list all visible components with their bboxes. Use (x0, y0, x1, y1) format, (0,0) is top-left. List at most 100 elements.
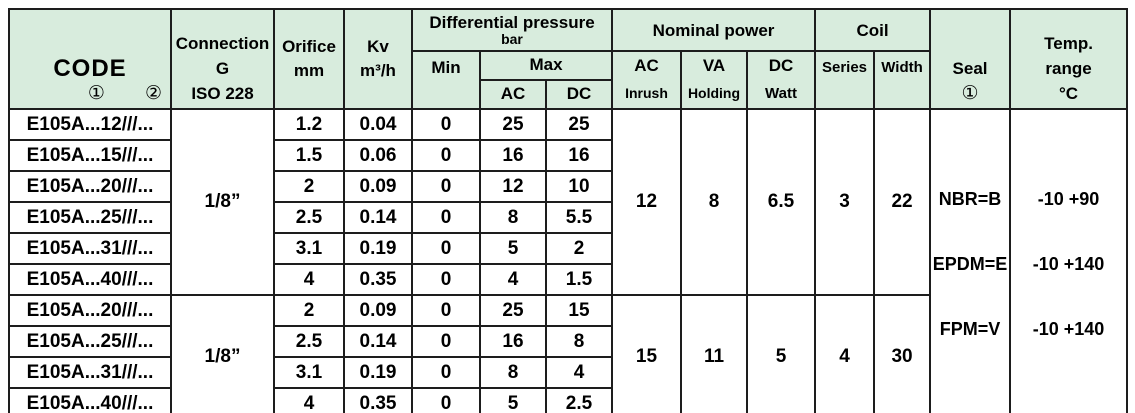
valve-spec-table: CODE ① ② Connection G ISO 228 Orifice mm (8, 8, 1129, 413)
cell-max-ac: 12 (479, 170, 547, 203)
header-row-1: CODE ① ② Connection G ISO 228 Orifice mm (8, 8, 1129, 110)
cell-max-ac: 4 (479, 263, 547, 296)
table-row: E105A...12///... 1/8” 1.2 0.04 0 25 25 1… (8, 108, 1129, 413)
cell-max-ac: 16 (479, 325, 547, 358)
cell-orifice: 3.1 (273, 232, 345, 265)
table-row: E105A...25///... 2.5 0.14 0 16 8 (8, 325, 1127, 358)
cell-dc-watt-group1: 6.5 (745, 108, 817, 296)
nominal-power-title: Nominal power (652, 20, 775, 40)
cell-code: E105A...31///... (8, 232, 172, 265)
cell-code: E105A...20///... (8, 294, 172, 327)
table-row: E105A...20///... 1/8” 2 0.09 0 25 15 15 … (8, 294, 1127, 413)
cell-max-ac: 25 (479, 294, 547, 327)
seal-value: EPDM=E (932, 254, 1008, 274)
cell-orifice: 2.5 (273, 325, 345, 358)
header-coil-width: Width (873, 50, 932, 110)
table-row: E105A...31///... 3.1 0.19 0 8 4 (8, 356, 1127, 389)
cell-orifice: 4 (273, 263, 345, 296)
header-dc-watt: DC Watt (745, 50, 817, 110)
cell-va-holding-group2: 11 (680, 294, 748, 413)
seal-footnote-mark: ① (961, 83, 979, 104)
footnote-mark-1: ① (87, 83, 105, 104)
cell-min: 0 (411, 387, 481, 413)
cell-dc-watt-group2: 5 (745, 294, 817, 413)
header-coil: Coil (814, 8, 932, 52)
cell-min: 0 (411, 325, 481, 358)
coil-title: Coil (856, 20, 889, 40)
cell-orifice: 2.5 (273, 201, 345, 234)
cell-coil-width-group2: 30 (873, 294, 932, 413)
kv-line1: Kv (367, 37, 389, 56)
kv-line2: m³/h (360, 61, 396, 80)
cell-max-ac: 5 (479, 232, 547, 265)
cell-coil-series-group2: 4 (814, 294, 876, 413)
temp-line2: range (1045, 59, 1092, 78)
cell-min: 0 (411, 201, 481, 234)
cell-max-ac: 16 (479, 139, 547, 172)
cell-max-dc: 8 (545, 325, 613, 358)
cell-temp-values: -10 +90 -10 +140 -10 +140 (1009, 108, 1129, 413)
cell-min: 0 (411, 170, 481, 203)
cell-kv: 0.14 (343, 325, 413, 358)
temp-line1: Temp. (1044, 34, 1093, 53)
cell-coil-width-group1: 22 (873, 108, 932, 296)
cell-code: E105A...20///... (8, 170, 172, 203)
cell-kv: 0.35 (343, 263, 413, 296)
header-kv: Kv m³/h (343, 8, 413, 110)
cell-orifice: 4 (273, 387, 345, 413)
header-connection: Connection G ISO 228 (170, 8, 275, 110)
header-seal: Seal ① (929, 8, 1012, 110)
cell-max-dc: 2 (545, 232, 613, 265)
cell-kv: 0.09 (343, 294, 413, 327)
header-code: CODE ① ② (8, 8, 172, 110)
table-row: E105A...40///... 4 0.35 0 4 1.5 (8, 263, 1127, 296)
diff-pressure-title: Differential pressure (429, 13, 595, 32)
footnote-mark-2: ② (144, 83, 162, 104)
table-row: E105A...20///... 2 0.09 0 12 10 (8, 170, 1127, 203)
header-orifice: Orifice mm (273, 8, 345, 110)
cell-kv: 0.19 (343, 356, 413, 389)
connection-line3: ISO 228 (191, 84, 254, 103)
cell-max-ac: 8 (479, 201, 547, 234)
code-label: CODE (53, 55, 127, 82)
cell-min: 0 (411, 356, 481, 389)
cell-orifice: 2 (273, 294, 345, 327)
cell-va-holding-group1: 8 (680, 108, 748, 296)
seal-label: Seal (952, 59, 988, 78)
seal-value: NBR=B (938, 189, 1002, 209)
cell-max-dc: 2.5 (545, 387, 613, 413)
cell-code: E105A...31///... (8, 356, 172, 389)
temp-value: -10 +140 (1032, 319, 1105, 339)
cell-max-dc: 15 (545, 294, 613, 327)
seal-value: FPM=V (939, 319, 1001, 339)
cell-kv: 0.04 (343, 108, 413, 141)
dc-label: DC (768, 55, 794, 75)
header-max: Max (479, 50, 613, 81)
cell-orifice: 3.1 (273, 356, 345, 389)
ac-label: AC (634, 55, 659, 75)
va-label: VA (702, 55, 726, 75)
holding-label: Holding (687, 85, 741, 102)
code-footnote-marks: ① ② (11, 81, 169, 106)
cell-ac-inrush-group1: 12 (611, 108, 682, 296)
table-row: E105A...31///... 3.1 0.19 0 5 2 (8, 232, 1127, 265)
inrush-label: Inrush (625, 85, 668, 102)
cell-min: 0 (411, 263, 481, 296)
cell-max-dc: 1.5 (545, 263, 613, 296)
cell-orifice: 2 (273, 170, 345, 203)
cell-max-dc: 16 (545, 139, 613, 172)
temp-value: -10 +140 (1032, 254, 1105, 274)
table-header: CODE ① ② Connection G ISO 228 Orifice mm (8, 8, 1129, 110)
cell-kv: 0.06 (343, 139, 413, 172)
watt-label: Watt (765, 84, 797, 102)
table-row: E105A...40///... 4 0.35 0 5 2.5 (8, 387, 1127, 413)
header-diff-pressure: Differential pressure bar (411, 8, 613, 52)
cell-code: E105A...15///... (8, 139, 172, 172)
cell-max-ac: 5 (479, 387, 547, 413)
cell-code: E105A...12///... (8, 108, 172, 141)
header-min: Min (411, 50, 481, 110)
cell-orifice: 1.2 (273, 108, 345, 141)
header-row-2: Min Max AC Inrush VA Holding DC Watt (9, 50, 1127, 110)
cell-max-dc: 25 (545, 108, 613, 141)
